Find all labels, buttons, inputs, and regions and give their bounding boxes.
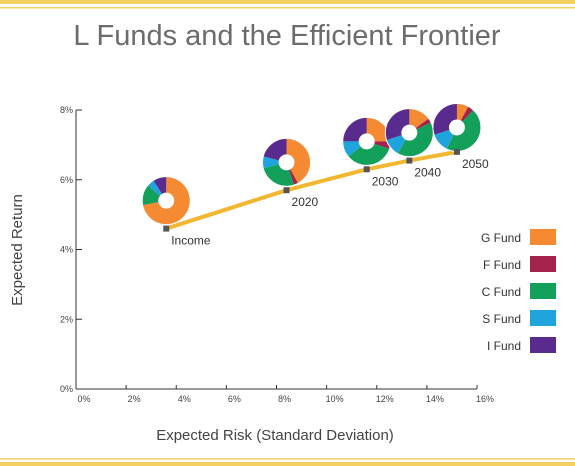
x-tick-label: 6% (228, 394, 241, 404)
legend: G Fund F Fund C Fund S Fund I Fund (481, 229, 556, 353)
point-label: 2040 (414, 166, 441, 180)
y-tick-label: 4% (60, 245, 73, 255)
donut-outline (141, 176, 191, 226)
chart-title: L Funds and the Efficient Frontier (73, 20, 501, 52)
donut-slice-s-fund (262, 156, 279, 169)
donut-slice-s-fund (434, 129, 454, 150)
legend-swatch (530, 229, 556, 245)
x-tick-label: 0% (77, 394, 90, 404)
y-tick-label: 2% (60, 314, 73, 324)
donut-slice-c-fund (397, 122, 434, 157)
donut-slice-s-fund (386, 135, 406, 154)
legend-swatch (530, 337, 556, 353)
bottom-border (0, 458, 575, 460)
points: Income 2020 2030 2040 2050 (163, 148, 489, 248)
donuts (141, 102, 482, 226)
donut-slice-g-fund (456, 103, 469, 121)
legend-label: I Fund (487, 339, 521, 353)
donut-slice-g-fund (142, 176, 191, 225)
point-label: 2030 (372, 174, 399, 188)
y-axis-label: Expected Return (9, 194, 26, 306)
donut-slice-i-fund (385, 108, 410, 141)
x-tick-label: 14% (426, 394, 444, 404)
donut-slice-f-fund (415, 118, 432, 130)
donut-slice-f-fund (460, 106, 474, 122)
x-tick-label: 8% (278, 394, 291, 404)
top-border (0, 0, 575, 4)
point-label: 2050 (462, 157, 489, 171)
legend-label: C Fund (482, 285, 521, 299)
x-tick-label: 2% (128, 394, 141, 404)
allocation-donut-2040 (384, 108, 434, 158)
legend-label: F Fund (483, 258, 521, 272)
donut-slice-c-fund (446, 109, 481, 152)
point-marker (363, 166, 370, 173)
point-marker (163, 225, 170, 232)
point-marker (283, 187, 290, 194)
point-marker (406, 157, 413, 164)
donut-slice-g-fund (366, 117, 391, 142)
allocation-donut-2030 (342, 116, 392, 166)
donut-slice-g-fund (409, 108, 429, 128)
frontier-line (165, 149, 458, 231)
donut-slice-i-fund (432, 103, 457, 135)
donut-slice-f-fund (374, 141, 391, 149)
x-tick-label: 10% (326, 394, 344, 404)
frontier (165, 149, 458, 231)
donut-slice-i-fund (342, 117, 367, 142)
bottom-border-thick (0, 462, 575, 466)
donut-slice-c-fund (142, 185, 161, 206)
allocation-donut-2020 (262, 137, 312, 187)
top-border-line (0, 7, 575, 9)
x-tick-label: 12% (376, 394, 394, 404)
y-tick-label: 0% (60, 384, 73, 394)
axes: 0% 2% 4% 6% 8% 10% 12% 14% 16% 0% 2% 4% 6% 8% (60, 105, 494, 404)
donut-outline (262, 137, 312, 187)
point-label: 2020 (292, 195, 319, 209)
legend-label: S Fund (482, 312, 521, 326)
donut-slice-s-fund (342, 141, 361, 157)
donut-slice-c-fund (348, 143, 390, 166)
legend-swatch (530, 310, 556, 326)
donut-slice-f-fund (288, 169, 299, 186)
allocation-donut-2050 (432, 102, 482, 152)
y-tick-label: 8% (60, 105, 73, 115)
donut-slice-g-fund (286, 138, 311, 184)
legend-swatch (530, 256, 556, 272)
point-marker (453, 148, 460, 155)
donut-slice-c-fund (263, 164, 294, 187)
point-label: Income (171, 234, 211, 248)
donut-slice-i-fund (263, 138, 287, 161)
allocation-donut-income (141, 176, 191, 226)
x-tick-label: 4% (178, 394, 191, 404)
donut-slice-s-fund (147, 180, 162, 196)
legend-label: G Fund (481, 231, 521, 245)
donut-slice-i-fund (153, 176, 167, 194)
legend-swatch (530, 283, 556, 299)
x-axis-label: Expected Risk (Standard Deviation) (156, 427, 394, 444)
x-tick-label: 16% (476, 394, 494, 404)
y-tick-label: 6% (60, 175, 73, 185)
